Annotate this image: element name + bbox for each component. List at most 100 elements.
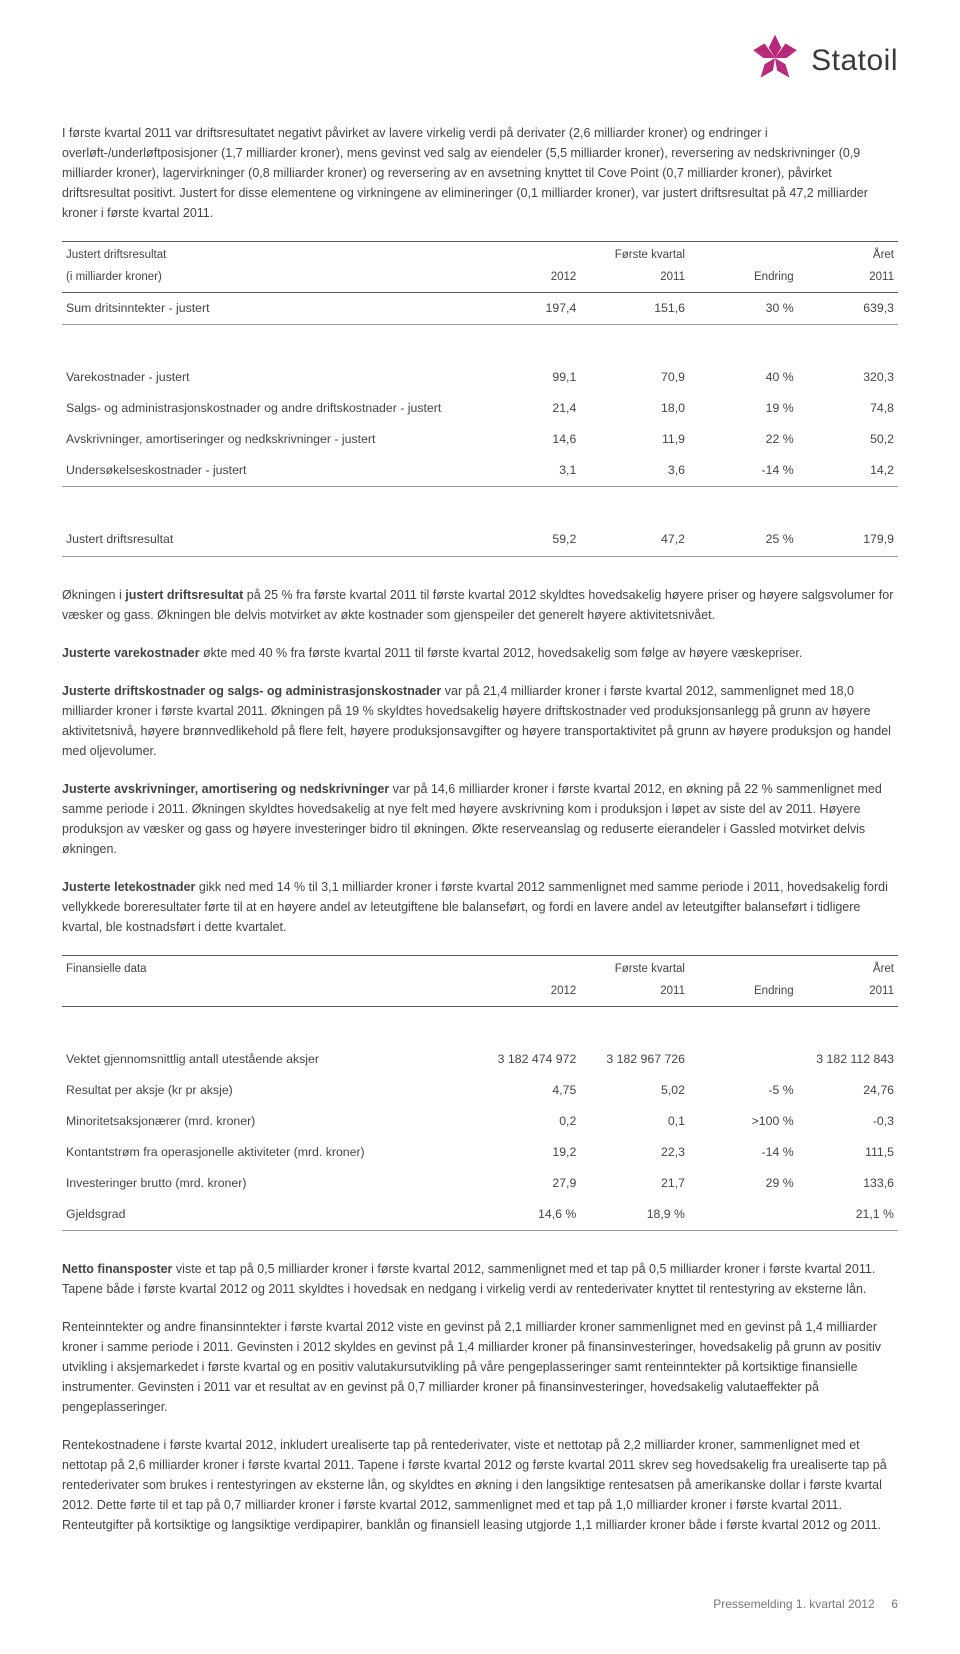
t2-row: Vektet gjennomsnittlig antall utestående… xyxy=(62,1044,898,1075)
logo-text: Statoil xyxy=(811,38,898,85)
t1-value: 197,4 xyxy=(472,293,581,325)
t2-value: 21,7 xyxy=(580,1168,689,1199)
t1-value: -14 % xyxy=(689,455,798,487)
logo-block: Statoil xyxy=(62,32,898,91)
closing-paragraph: Netto finansposter viste et tap på 0,5 m… xyxy=(62,1259,898,1299)
t1-label: Varekostnader - justert xyxy=(62,362,472,393)
table-finansielle-data: Finansielle data Første kvartal Året 201… xyxy=(62,955,898,1232)
closing-paragraph: Renteinntekter og andre finansinntekter … xyxy=(62,1317,898,1417)
t1-value: 22 % xyxy=(689,424,798,455)
t2-label: Resultat per aksje (kr pr aksje) xyxy=(62,1075,472,1106)
t1-col-1: 2011 xyxy=(580,269,689,292)
body-paragraph: Justerte varekostnader økte med 40 % fra… xyxy=(62,643,898,663)
body-lead-bold: Justerte driftskostnader og salgs- og ad… xyxy=(62,684,441,698)
t1-row xyxy=(62,487,898,525)
body-lead-bold: justert driftsresultat xyxy=(125,588,243,602)
t2-row: Kontantstrøm fra operasjonelle aktivitet… xyxy=(62,1137,898,1168)
t2-col-0: 2012 xyxy=(472,983,581,1006)
t2-col-1: 2011 xyxy=(580,983,689,1006)
t2-value: 19,2 xyxy=(472,1137,581,1168)
t2-value: 111,5 xyxy=(798,1137,898,1168)
t2-title: Finansielle data xyxy=(62,955,472,983)
t2-value: 21,1 % xyxy=(798,1199,898,1231)
t2-value: 22,3 xyxy=(580,1137,689,1168)
t2-value: 5,02 xyxy=(580,1075,689,1106)
t2-row: Minoritetsaksjonærer (mrd. kroner)0,20,1… xyxy=(62,1106,898,1137)
t2-row: Gjeldsgrad14,6 %18,9 %21,1 % xyxy=(62,1199,898,1231)
t2-value: 3 182 967 726 xyxy=(580,1044,689,1075)
t1-label: Justert driftsresultat xyxy=(62,524,472,556)
t1-row: Sum dritsinntekter - justert197,4151,630… xyxy=(62,293,898,325)
body-lead-bold: Justerte varekostnader xyxy=(62,646,200,660)
t1-value: 3,1 xyxy=(472,455,581,487)
body-paragraph: Økningen i justert driftsresultat på 25 … xyxy=(62,585,898,625)
t2-label: Gjeldsgrad xyxy=(62,1199,472,1231)
t1-value: 47,2 xyxy=(580,524,689,556)
t2-value: 3 182 474 972 xyxy=(472,1044,581,1075)
body-paragraph: Justerte letekostnader gikk ned med 14 %… xyxy=(62,877,898,937)
t2-label: Investeringer brutto (mrd. kroner) xyxy=(62,1168,472,1199)
t2-value: -14 % xyxy=(689,1137,798,1168)
t2-unit xyxy=(62,983,472,1006)
t2-value: 4,75 xyxy=(472,1075,581,1106)
t2-value: 24,76 xyxy=(798,1075,898,1106)
t1-label: Undersøkelseskostnader - justert xyxy=(62,455,472,487)
t1-unit: (i milliarder kroner) xyxy=(62,269,472,292)
t2-label: Vektet gjennomsnittlig antall utestående… xyxy=(62,1044,472,1075)
t1-value: 11,9 xyxy=(580,424,689,455)
t1-row: Varekostnader - justert99,170,940 %320,3 xyxy=(62,362,898,393)
t1-value: 25 % xyxy=(689,524,798,556)
t2-value: 29 % xyxy=(689,1168,798,1199)
t1-value: 50,2 xyxy=(798,424,898,455)
t1-value: 99,1 xyxy=(472,362,581,393)
t2-value xyxy=(689,1199,798,1231)
t1-row: Undersøkelseskostnader - justert3,13,6-1… xyxy=(62,455,898,487)
closing-paragraph: Rentekostnadene i første kvartal 2012, i… xyxy=(62,1435,898,1535)
body-lead-bold: Justerte letekostnader xyxy=(62,880,195,894)
closing-lead-bold: Netto finansposter xyxy=(62,1262,172,1276)
t2-row: Resultat per aksje (kr pr aksje)4,755,02… xyxy=(62,1075,898,1106)
footer: Pressemelding 1. kvartal 2012 6 xyxy=(62,1595,898,1614)
t1-value: 179,9 xyxy=(798,524,898,556)
t2-row xyxy=(62,1007,898,1045)
t1-row xyxy=(62,325,898,363)
t1-row: Justert driftsresultat59,247,225 %179,9 xyxy=(62,524,898,556)
t1-value: 40 % xyxy=(689,362,798,393)
t2-value: -5 % xyxy=(689,1075,798,1106)
t2-value xyxy=(689,1044,798,1075)
t1-row: Avskrivninger, amortiseringer og nedkskr… xyxy=(62,424,898,455)
body-paragraph: Justerte driftskostnader og salgs- og ad… xyxy=(62,681,898,761)
t2-value: 27,9 xyxy=(472,1168,581,1199)
table-justert-driftsresultat: Justert driftsresultat Første kvartal År… xyxy=(62,241,898,557)
footer-page: 6 xyxy=(891,1597,898,1611)
t1-value: 21,4 xyxy=(472,393,581,424)
t1-row: Salgs- og administrasjonskostnader og an… xyxy=(62,393,898,424)
t1-value: 59,2 xyxy=(472,524,581,556)
t1-label: Avskrivninger, amortiseringer og nedkskr… xyxy=(62,424,472,455)
t1-value: 151,6 xyxy=(580,293,689,325)
t2-col-3: 2011 xyxy=(798,983,898,1006)
t1-col-3: 2011 xyxy=(798,269,898,292)
t2-group: Første kvartal xyxy=(580,955,689,983)
t1-value: 19 % xyxy=(689,393,798,424)
intro-paragraph: I første kvartal 2011 var driftsresultat… xyxy=(62,123,898,223)
t1-label: Salgs- og administrasjonskostnader og an… xyxy=(62,393,472,424)
t1-value: 3,6 xyxy=(580,455,689,487)
t2-value: 18,9 % xyxy=(580,1199,689,1231)
footer-text: Pressemelding 1. kvartal 2012 xyxy=(713,1597,874,1611)
t1-value: 30 % xyxy=(689,293,798,325)
t1-value: 74,8 xyxy=(798,393,898,424)
t2-value: -0,3 xyxy=(798,1106,898,1137)
t2-value: 0,2 xyxy=(472,1106,581,1137)
t2-value: >100 % xyxy=(689,1106,798,1137)
t1-year-group: Året xyxy=(798,241,898,269)
t2-col-2: Endring xyxy=(689,983,798,1006)
t1-group: Første kvartal xyxy=(580,241,689,269)
t2-label: Minoritetsaksjonærer (mrd. kroner) xyxy=(62,1106,472,1137)
t1-title: Justert driftsresultat xyxy=(62,241,472,269)
t1-value: 639,3 xyxy=(798,293,898,325)
t1-value: 320,3 xyxy=(798,362,898,393)
t2-label: Kontantstrøm fra operasjonelle aktivitet… xyxy=(62,1137,472,1168)
t2-value: 0,1 xyxy=(580,1106,689,1137)
t2-row: Investeringer brutto (mrd. kroner)27,921… xyxy=(62,1168,898,1199)
